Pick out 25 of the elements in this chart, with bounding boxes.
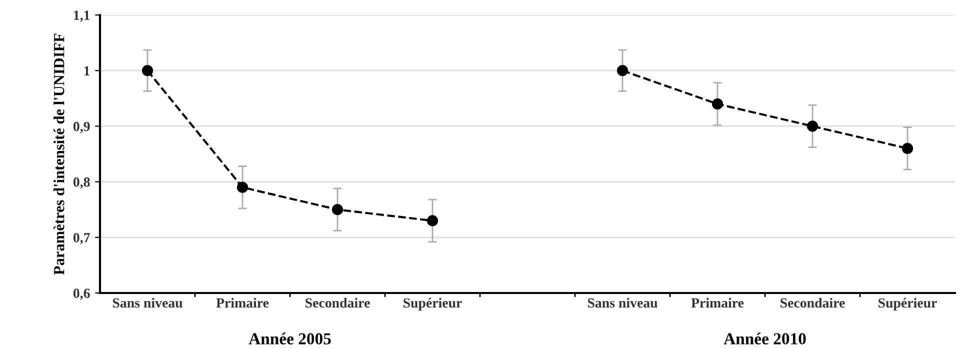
x-tick-label: Primaire [691, 298, 744, 308]
text: Année 2010 [724, 332, 806, 344]
point [806, 120, 818, 132]
x-tick-label: Sans niveau [588, 298, 658, 308]
x-tick-label: Secondaire [780, 298, 845, 308]
y-tick-label: 0,6 [73, 288, 90, 300]
text: Année 2005 [248, 332, 331, 344]
y-tick-label: 0,9 [73, 122, 90, 134]
y-axis-title: Paramètres d'intensité de l'UNIDIFF [53, 34, 64, 275]
point [712, 98, 724, 110]
x-tick-label: Sans niveau [112, 298, 182, 308]
point [142, 65, 154, 76]
x-tick-label: Secondaire [306, 298, 370, 308]
x-tick-label: Supérieur [878, 298, 937, 310]
point [616, 65, 628, 76]
x-tick-label: Primaire [216, 298, 269, 308]
x-tick-label: Supérieur [404, 298, 462, 310]
point [236, 182, 248, 193]
y-tick-label: 1 [84, 66, 90, 76]
y-tick-label: 0,7 [73, 232, 90, 244]
point [426, 215, 438, 226]
point [902, 142, 914, 154]
y-tick-label: 0,8 [73, 177, 90, 189]
y-tick-label: 1,1 [74, 10, 90, 22]
point [332, 204, 344, 216]
